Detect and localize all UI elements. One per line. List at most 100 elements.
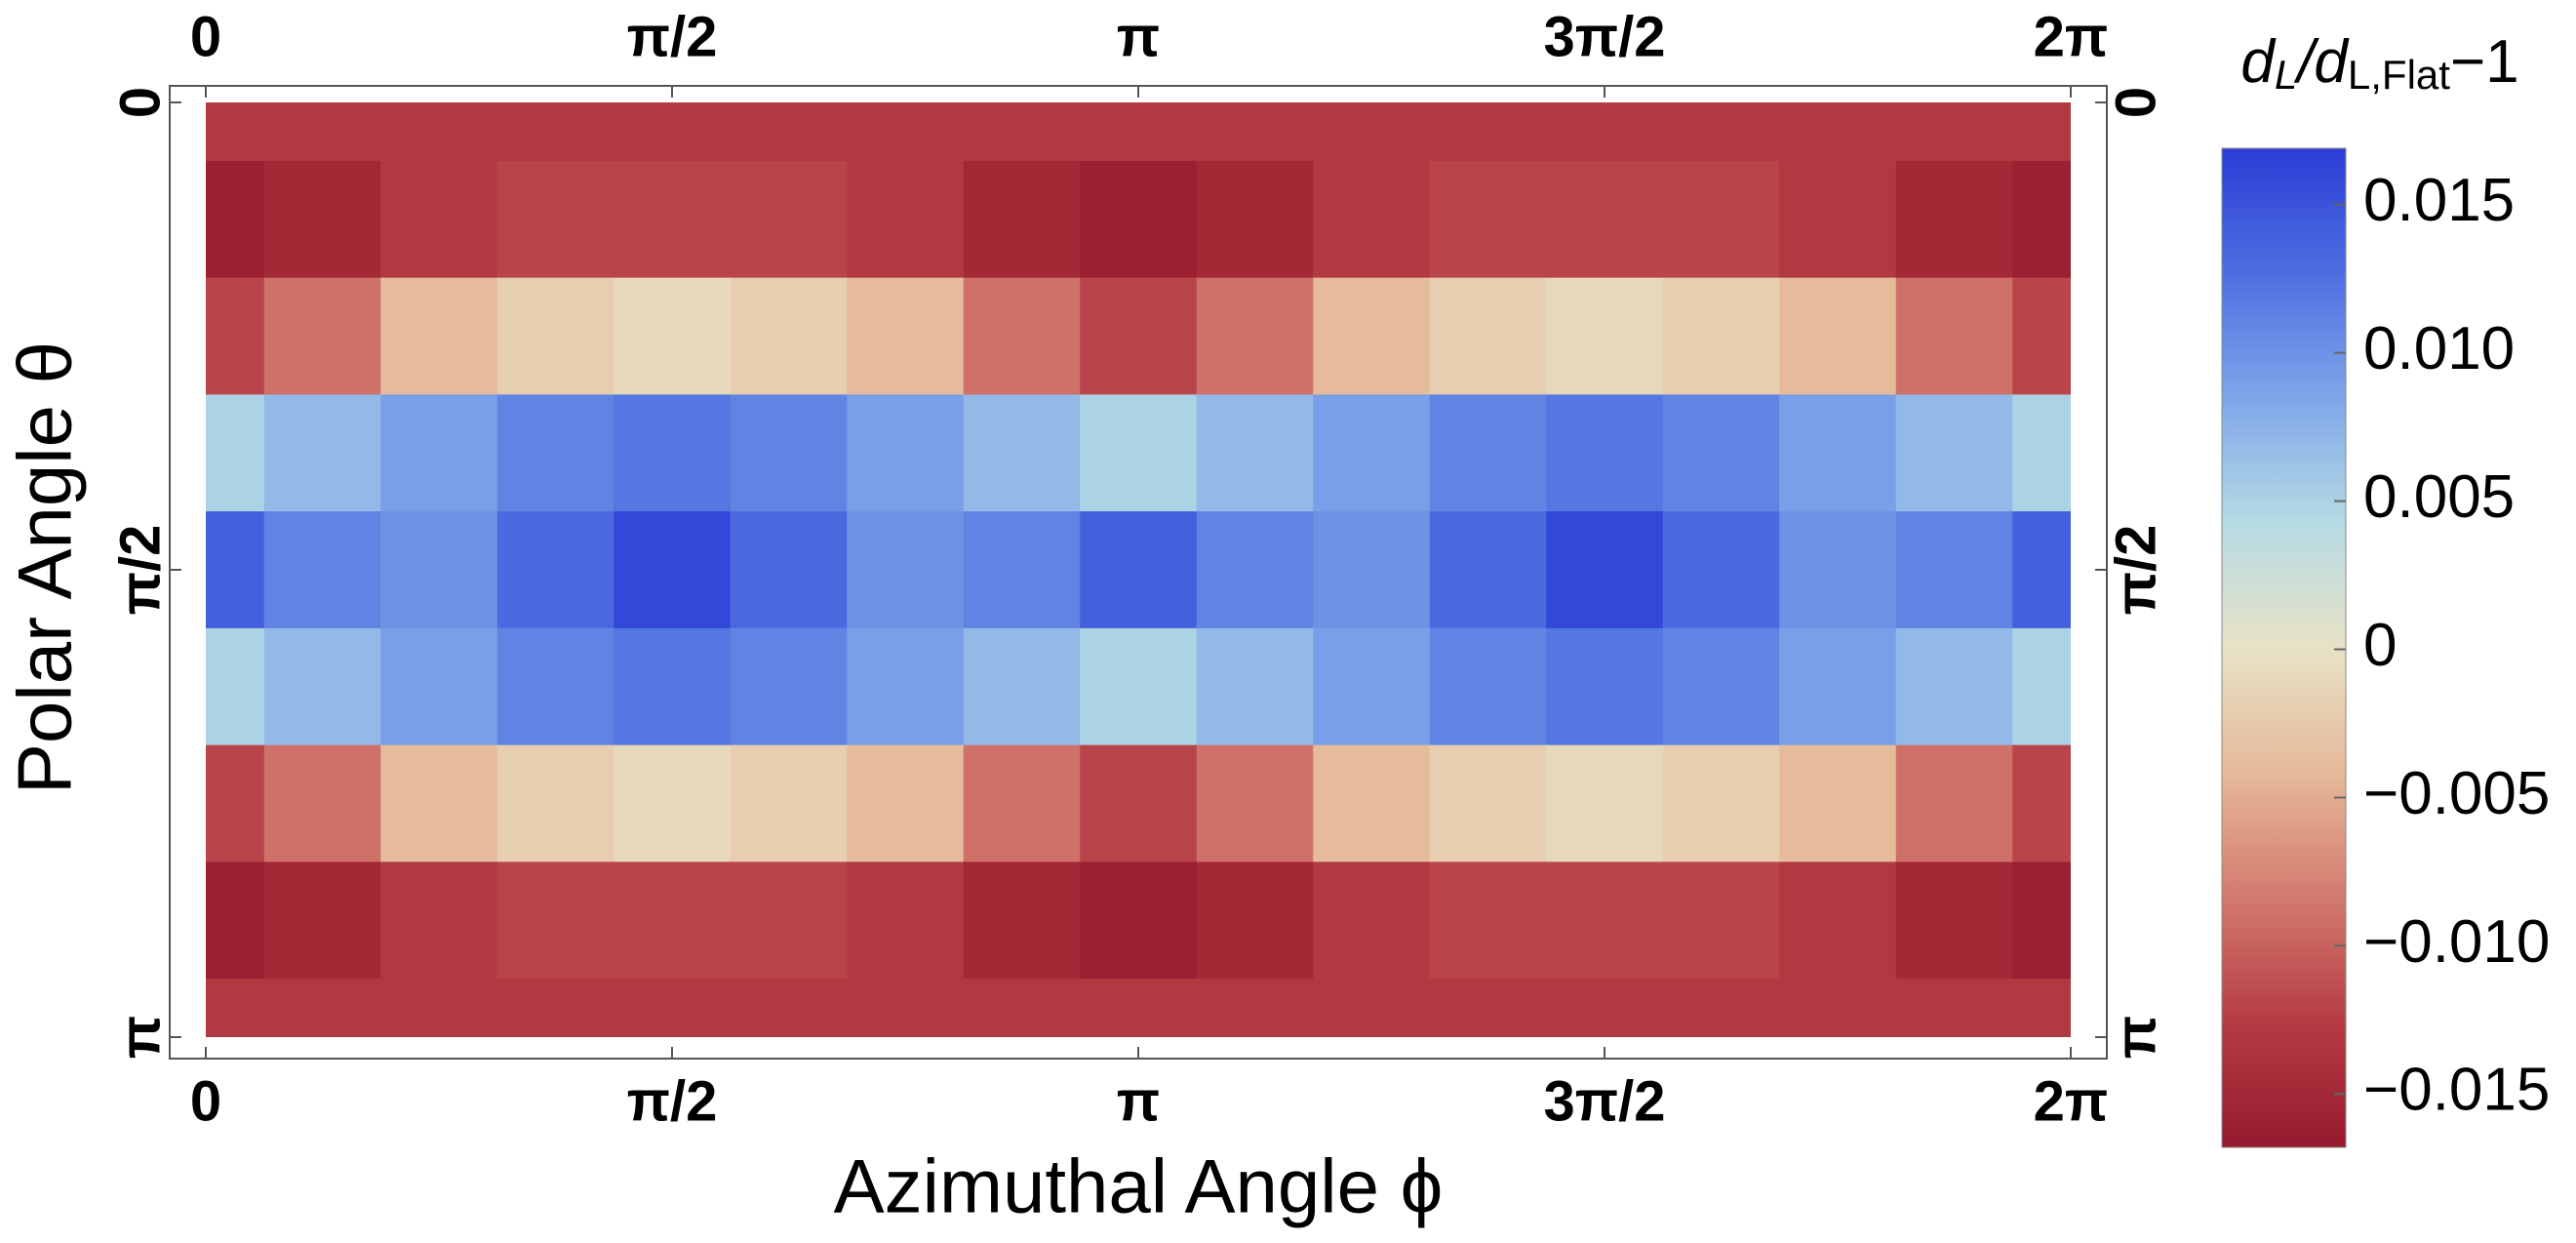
heatmap-cell [1546, 394, 1664, 512]
heatmap-cell [1662, 102, 1781, 162]
heatmap-cell [1429, 394, 1548, 512]
heatmap-cell [1429, 744, 1548, 863]
heatmap-cell [1080, 744, 1198, 863]
heatmap-cell [1662, 394, 1781, 512]
heatmap-cell [730, 979, 849, 1037]
heatmap-cell [963, 277, 1082, 396]
heatmap-cell [1546, 627, 1664, 746]
heatmap-cell [2012, 627, 2071, 746]
heatmap-cell [1313, 979, 1431, 1037]
heatmap-cell [1429, 277, 1548, 396]
heatmap-cell [263, 744, 382, 863]
colorbar-title-part: L [2275, 52, 2297, 98]
heatmap-cell [1779, 277, 1897, 396]
x-tick-label-top: π [1117, 5, 1160, 68]
heatmap-cell [1779, 511, 1897, 629]
heatmap-cell [614, 744, 732, 863]
heatmap-cell [730, 627, 849, 746]
colorbar-tick-label: 0.010 [2363, 315, 2515, 382]
heatmap-cell [963, 160, 1082, 279]
heatmap-cell [1080, 862, 1198, 980]
heatmap-cell [2012, 394, 2071, 512]
heatmap-cell [847, 394, 965, 512]
heatmap-cell [1895, 511, 2014, 629]
heatmap-cell [847, 744, 965, 863]
heatmap-cell [730, 160, 849, 279]
heatmap-cell [496, 394, 615, 512]
heatmap-cell [1429, 627, 1548, 746]
heatmap-cell [1662, 862, 1781, 980]
heatmap-cell [1895, 979, 2014, 1037]
heatmap-cell [1779, 744, 1897, 863]
heatmap-cell [496, 627, 615, 746]
heatmap-cell [1895, 862, 2014, 980]
heatmap-cell [1196, 744, 1315, 863]
heatmap-cell [963, 979, 1082, 1037]
y-tick-label-right: π/2 [2104, 525, 2167, 616]
heatmap-cell [1779, 862, 1897, 980]
heatmap-cell [1546, 102, 1664, 162]
x-tick-label-top: 3π/2 [1543, 5, 1665, 68]
heatmap-cell [263, 511, 382, 629]
heatmap-cell [1313, 102, 1431, 162]
heatmap-cell [730, 277, 849, 396]
heatmap-cell [847, 102, 965, 162]
heatmap-cell [1313, 862, 1431, 980]
colorbar-title-part: L,Flat [2348, 52, 2450, 98]
heatmap-cell [614, 862, 732, 980]
heatmap-cell [206, 511, 265, 629]
heatmap-cell [496, 160, 615, 279]
heatmap-cell [1779, 394, 1897, 512]
heatmap-cell [963, 102, 1082, 162]
heatmap-cell [263, 627, 382, 746]
heatmap-cell [1196, 862, 1315, 980]
heatmap-cell [206, 744, 265, 863]
heatmap-cell [1080, 979, 1198, 1037]
heatmap-cell [206, 394, 265, 512]
heatmap-cell [380, 277, 498, 396]
heatmap-cell [1313, 627, 1431, 746]
heatmap-cell [263, 160, 382, 279]
heatmap-cell [1895, 277, 2014, 396]
heatmap [206, 102, 2071, 1037]
heatmap-cell [963, 627, 1082, 746]
heatmap-cell [206, 277, 265, 396]
heatmap-cell [380, 511, 498, 629]
heatmap-cell [1546, 862, 1664, 980]
heatmap-cell [847, 511, 965, 629]
heatmap-cell [614, 160, 732, 279]
x-tick-label: 0 [190, 1069, 221, 1133]
colorbar [2221, 147, 2347, 1148]
heatmap-cell [1080, 277, 1198, 396]
heatmap-cell [1313, 277, 1431, 396]
heatmap-cell [730, 394, 849, 512]
heatmap-cell [206, 627, 265, 746]
heatmap-cell [2012, 979, 2071, 1037]
heatmap-cell [1662, 511, 1781, 629]
heatmap-cell [1080, 511, 1198, 629]
colorbar-title: dL/dL,Flat−1 [2240, 28, 2518, 98]
heatmap-cell [1429, 979, 1548, 1037]
y-tick-label: π/2 [108, 525, 172, 616]
heatmap-cell [847, 862, 965, 980]
x-tick-label: π [1117, 1069, 1160, 1133]
heatmap-cell [1196, 627, 1315, 746]
heatmap-cell [1429, 862, 1548, 980]
heatmap-cell [1662, 627, 1781, 746]
x-tick-label: π/2 [627, 1069, 718, 1133]
y-tick-label-right: π [2104, 1016, 2167, 1059]
heatmap-cell [496, 511, 615, 629]
y-tick-label: 0 [108, 87, 172, 118]
heatmap-cell [1196, 979, 1315, 1037]
x-tick-label-top: 2π [2034, 5, 2109, 68]
heatmap-cell [496, 744, 615, 863]
heatmap-cell [1313, 394, 1431, 512]
colorbar-tick-label: 0.015 [2363, 167, 2515, 234]
heatmap-cell [1196, 102, 1315, 162]
heatmap-cell [1080, 160, 1198, 279]
x-tick-label-top: π/2 [627, 5, 718, 68]
heatmap-cell [1080, 102, 1198, 162]
heatmap-cell [1895, 160, 2014, 279]
heatmap-cell [1779, 160, 1897, 279]
heatmap-cell [1196, 511, 1315, 629]
